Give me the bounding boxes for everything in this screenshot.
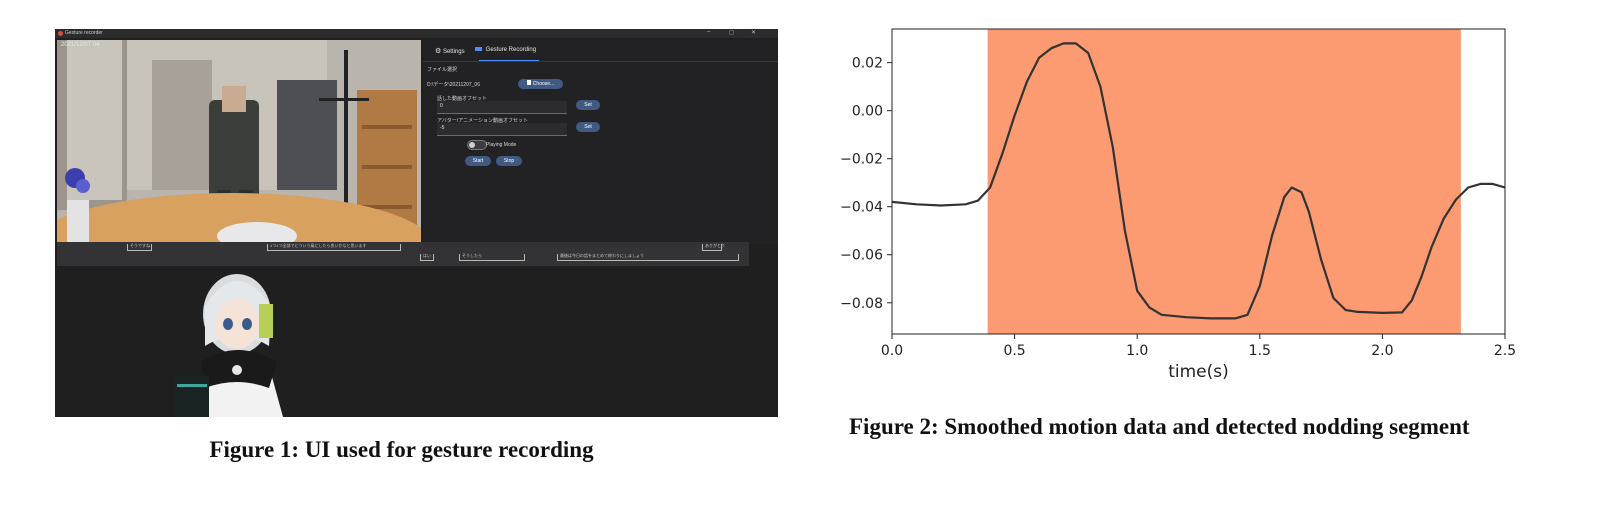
set-anim-offset-button[interactable]: Set <box>576 122 600 132</box>
tab-gesture-recording[interactable]: Gesture Recording <box>475 47 536 53</box>
timeline-segment-label: 最後は今日の話をまとめて終わりにしましょう <box>560 253 644 258</box>
anim-offset-value: -5 <box>440 125 445 131</box>
neck-angle-line <box>891 42 1506 320</box>
y-tick-label: −0.02 <box>840 152 883 168</box>
timeline-segment[interactable]: ありがとう <box>702 243 725 251</box>
tab-settings-label: Settings <box>442 49 465 55</box>
x-tick-label: 2.5 <box>1494 343 1516 359</box>
camera-timestamp: 2021/12/07 04 <box>61 42 100 48</box>
playing-mode-toggle[interactable] <box>467 140 487 150</box>
x-tick-label: 0.0 <box>881 343 903 359</box>
tab-divider <box>423 61 778 62</box>
timeline-segment[interactable]: そうしたら <box>459 253 525 261</box>
close-button[interactable]: ✕ <box>751 30 757 36</box>
x-tick-label: 1.5 <box>1249 343 1271 359</box>
y-tick-label: −0.04 <box>840 200 883 216</box>
minimize-button[interactable]: – <box>707 29 711 35</box>
window-title: Gesture recorder <box>65 30 103 36</box>
avatar-character-image <box>175 274 283 417</box>
timeline-segment[interactable]: 1つ1つ全部でどういう風にしたら良いかなと思います <box>267 243 401 251</box>
y-axis-label: neck angle(rad) <box>840 114 841 248</box>
gesture-recorder-screenshot: Gesture recorder – ◻ ✕ <box>55 29 778 417</box>
plot-frame <box>891 28 1506 335</box>
timeline-segment-label: ありがとう <box>705 243 725 248</box>
figure2-caption: Figure 2: Smoothed motion data and detec… <box>849 414 1470 439</box>
x-axis-label: time(s) <box>1168 362 1229 382</box>
timeline-segment-label: はい <box>423 253 431 258</box>
app-icon <box>58 31 63 36</box>
start-button[interactable]: Start <box>465 156 491 166</box>
file-icon <box>526 80 531 85</box>
avatar-view <box>55 266 778 417</box>
set-motion-offset-button[interactable]: Set <box>576 100 600 110</box>
gear-icon: ⚙ <box>435 48 442 55</box>
choose-file-button[interactable]: Choose... <box>518 79 563 89</box>
playing-mode-label: Playing Mode <box>486 142 517 148</box>
y-tick-label: 0.00 <box>852 104 883 120</box>
timeline-segment[interactable]: はい <box>420 253 434 261</box>
timeline-segment-label: そうしたら <box>462 253 482 258</box>
figure1-caption: Figure 1: UI used for gesture recording <box>209 437 594 462</box>
tab-gesture-recording-label: Gesture Recording <box>485 47 537 53</box>
nodding-segment-highlight <box>987 29 1461 334</box>
motion-offset-label: 話した動画オフセット <box>437 96 488 102</box>
timeline-segment-label: 1つ1つ全部でどういう風にしたら良いかなと思います <box>270 243 367 248</box>
x-tick-label: 0.5 <box>1003 343 1025 359</box>
subtitle-timeline[interactable]: そうですね 1つ1つ全部でどういう風にしたら良いかなと思います はい そうしたら… <box>57 242 749 266</box>
y-tick-label: −0.08 <box>840 296 883 312</box>
x-tick-label: 1.0 <box>1126 343 1148 359</box>
y-tick-label: 0.02 <box>852 56 883 72</box>
x-tick-label: 2.0 <box>1371 343 1393 359</box>
video-camera-icon <box>475 47 482 51</box>
tab-settings[interactable]: ⚙ Settings <box>435 47 465 55</box>
window-title-bar: Gesture recorder – ◻ ✕ <box>55 29 778 38</box>
file-path-label: D:\データ\20211207_06 <box>427 82 480 88</box>
y-tick-label: −0.06 <box>840 248 883 264</box>
file-section-label: ファイル選択 <box>427 67 458 73</box>
maximize-button[interactable]: ◻ <box>729 30 734 36</box>
timeline-segment-label: そうですね <box>130 243 150 248</box>
anim-offset-field[interactable]: -5 <box>437 123 567 136</box>
timeline-segment[interactable]: そうですね <box>127 243 152 251</box>
toggle-knob <box>469 142 475 148</box>
plot-area: 0.0 0.5 1.0 1.5 2.0 2.5 0.02 0.00 −0.02 −0.04 −0.0… <box>840 28 1516 382</box>
anim-offset-label: アバター/アニメーション動画オフセット <box>437 118 528 124</box>
stop-button[interactable]: Stop <box>496 156 522 166</box>
motion-offset-field[interactable]: 0 <box>437 101 567 114</box>
motion-offset-value: 0 <box>440 103 443 109</box>
control-panel: ⚙ Settings Gesture Recording ファイル選択 D:\デ… <box>423 40 778 244</box>
choose-file-label: Choose... <box>532 81 555 87</box>
camera-frame-image <box>57 40 421 244</box>
active-tab-indicator <box>479 60 539 61</box>
neck-angle-chart: 0.0 0.5 1.0 1.5 2.0 2.5 0.02 0.00 −0.02 −0.04 −0.0… <box>840 28 1516 382</box>
timeline-segment[interactable]: 最後は今日の話をまとめて終わりにしましょう <box>557 253 739 261</box>
camera-preview: 2021/12/07 04 <box>57 40 421 244</box>
